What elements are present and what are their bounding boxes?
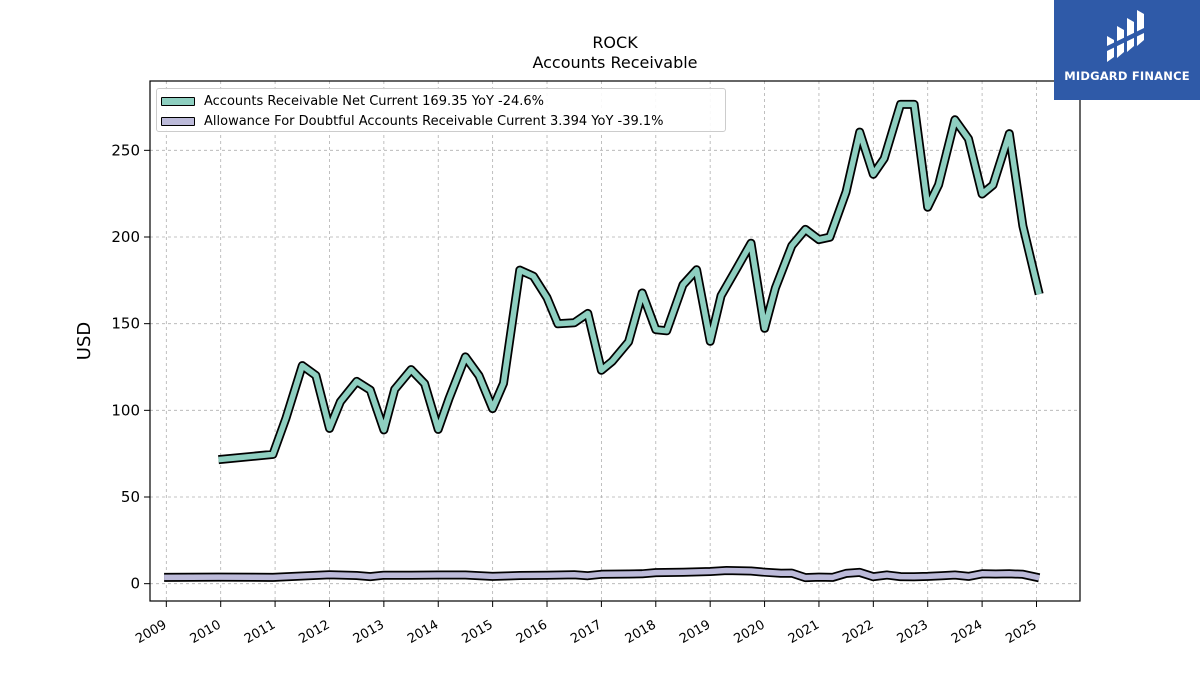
x-tick-label: 2015 [460, 617, 496, 647]
legend-item-allowance: Allowance For Doubtful Accounts Receivab… [161, 113, 664, 129]
y-tick-label: 150 [111, 315, 140, 333]
x-tick-label: 2025 [1003, 617, 1039, 647]
x-tick-label: 2010 [188, 617, 224, 647]
x-tick-label: 2023 [895, 617, 931, 647]
legend-swatch-allowance [161, 116, 195, 126]
legend-label-allowance: Allowance For Doubtful Accounts Receivab… [204, 113, 664, 129]
x-tick-label: 2020 [731, 617, 767, 647]
x-axis: 2009 2010 2011 2012 2013 2014 2015 2016 2017 2018… [133, 601, 1040, 647]
x-tick-label: 2016 [514, 617, 550, 647]
y-tick-label: 200 [111, 228, 140, 246]
x-tick-label: 2019 [677, 617, 713, 647]
legend: Accounts Receivable Net Current 169.35 Y… [156, 88, 726, 132]
x-tick-label: 2013 [351, 617, 387, 647]
brand-logo: MIDGARD FINANCE [1054, 0, 1200, 100]
brand-name: MIDGARD FINANCE [1064, 69, 1190, 83]
series-layer [164, 99, 1044, 583]
y-axis: 0 50 100 150 200 250 [111, 141, 150, 593]
brand-logo-icon [1107, 10, 1144, 62]
x-tick-label: 2011 [242, 617, 278, 647]
x-tick-label: 2012 [296, 617, 332, 647]
x-tick-label: 2018 [623, 617, 659, 647]
legend-item-accounts-receivable: Accounts Receivable Net Current 169.35 Y… [161, 93, 544, 109]
x-tick-label: 2009 [133, 617, 169, 647]
x-tick-label: 2017 [568, 617, 604, 647]
legend-swatch-accounts-receivable [161, 96, 195, 106]
series-accounts-receivable-line [218, 101, 1042, 463]
x-tick-label: 2014 [405, 617, 441, 647]
y-tick-label: 250 [111, 141, 140, 159]
y-tick-label: 0 [130, 575, 140, 593]
y-tick-label: 100 [111, 401, 140, 419]
x-tick-label: 2022 [840, 617, 876, 647]
y-tick-label: 50 [121, 488, 140, 506]
y-axis-label: USD [74, 322, 95, 360]
legend-label-accounts-receivable: Accounts Receivable Net Current 169.35 Y… [204, 93, 545, 109]
chart-title: ROCK [592, 33, 638, 52]
plot-frame [149, 80, 1081, 602]
chart-subtitle: Accounts Receivable [532, 53, 698, 72]
x-tick-label: 2024 [949, 617, 985, 647]
x-tick-label: 2021 [786, 617, 822, 647]
